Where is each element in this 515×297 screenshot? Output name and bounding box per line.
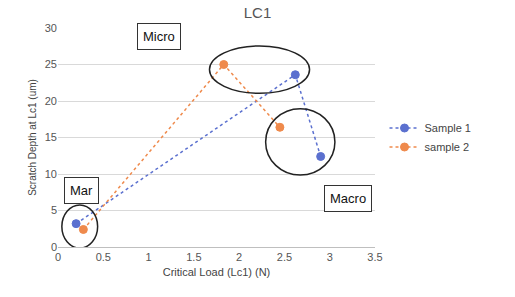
svg-text:20: 20 xyxy=(45,95,57,107)
svg-text:Mar: Mar xyxy=(70,183,93,198)
svg-text:2.5: 2.5 xyxy=(277,251,292,263)
svg-text:15: 15 xyxy=(45,131,57,143)
svg-text:sample 2: sample 2 xyxy=(425,141,470,153)
svg-text:30: 30 xyxy=(45,22,57,34)
svg-text:0.5: 0.5 xyxy=(96,251,111,263)
svg-text:5: 5 xyxy=(51,204,57,216)
svg-text:25: 25 xyxy=(45,58,57,70)
svg-text:3.5: 3.5 xyxy=(367,251,382,263)
svg-text:Critical Load (Lc1) (N): Critical Load (Lc1) (N) xyxy=(163,266,271,278)
svg-text:10: 10 xyxy=(45,168,57,180)
svg-text:Sample 1: Sample 1 xyxy=(425,122,471,134)
svg-text:0: 0 xyxy=(51,241,57,253)
svg-text:1: 1 xyxy=(146,251,152,263)
svg-text:0: 0 xyxy=(55,251,61,263)
svg-text:LC1: LC1 xyxy=(244,4,272,21)
svg-text:1.5: 1.5 xyxy=(186,251,201,263)
svg-text:3: 3 xyxy=(327,251,333,263)
svg-text:Scratch Depth at Lc1 (um): Scratch Depth at Lc1 (um) xyxy=(27,79,38,196)
svg-text:2: 2 xyxy=(236,251,242,263)
svg-text:Macro: Macro xyxy=(330,191,366,206)
svg-text:Micro: Micro xyxy=(143,29,175,44)
